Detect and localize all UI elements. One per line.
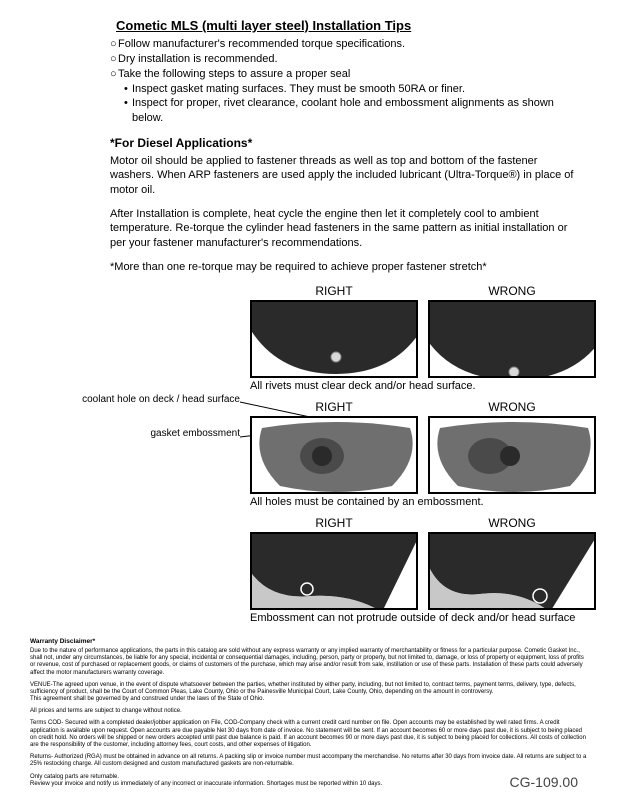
bullet-1: Follow manufacturer's recommended torque… — [118, 37, 405, 52]
fig-1-right-label: RIGHT — [250, 284, 418, 298]
diesel-p3: *More than one re-torque may be required… — [110, 260, 578, 274]
sub-bullet-2: Inspect for proper, rivet clearance, coo… — [132, 96, 588, 126]
fig-row-3: RIGHT WRONG — [250, 516, 588, 610]
disclaimer-p6: Only catalog parts are returnable. — [30, 774, 119, 780]
diesel-heading: *For Diesel Applications* — [110, 136, 588, 150]
fig-2-right — [250, 416, 418, 494]
fig-3-right — [250, 532, 418, 610]
fig-2-wrong-label: WRONG — [428, 400, 596, 414]
bullet-list: ○Follow manufacturer's recommended torqu… — [110, 37, 588, 126]
fig-3-wrong — [428, 532, 596, 610]
sub-bullet-1: Inspect gasket mating surfaces. They mus… — [132, 82, 465, 97]
disclaimer-p6b: Review your invoice and notify us immedi… — [30, 781, 382, 787]
fig-row-1: RIGHT WRONG — [250, 284, 588, 378]
fig-3-wrong-label: WRONG — [428, 516, 596, 530]
fig-caption-2: All holes must be contained by an emboss… — [250, 496, 588, 508]
fig-caption-1: All rivets must clear deck and/or head s… — [250, 380, 588, 392]
diesel-p2: After Installation is complete, heat cyc… — [110, 207, 578, 250]
bullet-2: Dry installation is recommended. — [118, 52, 278, 67]
page-code: CG-109.00 — [510, 774, 578, 790]
bullet-3: Take the following steps to assure a pro… — [118, 67, 350, 82]
figures-area: coolant hole on deck / head surface gask… — [110, 284, 588, 624]
disclaimer-heading: Warranty Disclaimer* — [30, 638, 588, 646]
fig-1-wrong-label: WRONG — [428, 284, 596, 298]
disclaimer-p3: All prices and terms are subject to chan… — [30, 708, 588, 715]
fig-2-wrong — [428, 416, 596, 494]
fig-1-right — [250, 300, 418, 378]
warranty-disclaimer: Warranty Disclaimer* Due to the nature o… — [30, 638, 588, 788]
doc-title: Cometic MLS (multi layer steel) Installa… — [116, 18, 588, 33]
disclaimer-p5: Returns- Authorized (RGA) must be obtain… — [30, 754, 588, 768]
disclaimer-p2: VENUE-The agreed upon venue, in the even… — [30, 682, 576, 695]
fig-1-wrong — [428, 300, 596, 378]
disclaimer-p4: Terms COD- Secured with a completed deal… — [30, 720, 588, 749]
disclaimer-p2b: This agreement shall be governed by and … — [30, 696, 264, 702]
disclaimer-p1: Due to the nature of performance applica… — [30, 648, 588, 677]
fig-3-right-label: RIGHT — [250, 516, 418, 530]
diesel-p1: Motor oil should be applied to fastener … — [110, 154, 578, 197]
fig-caption-3: Embossment can not protrude outside of d… — [250, 612, 588, 624]
